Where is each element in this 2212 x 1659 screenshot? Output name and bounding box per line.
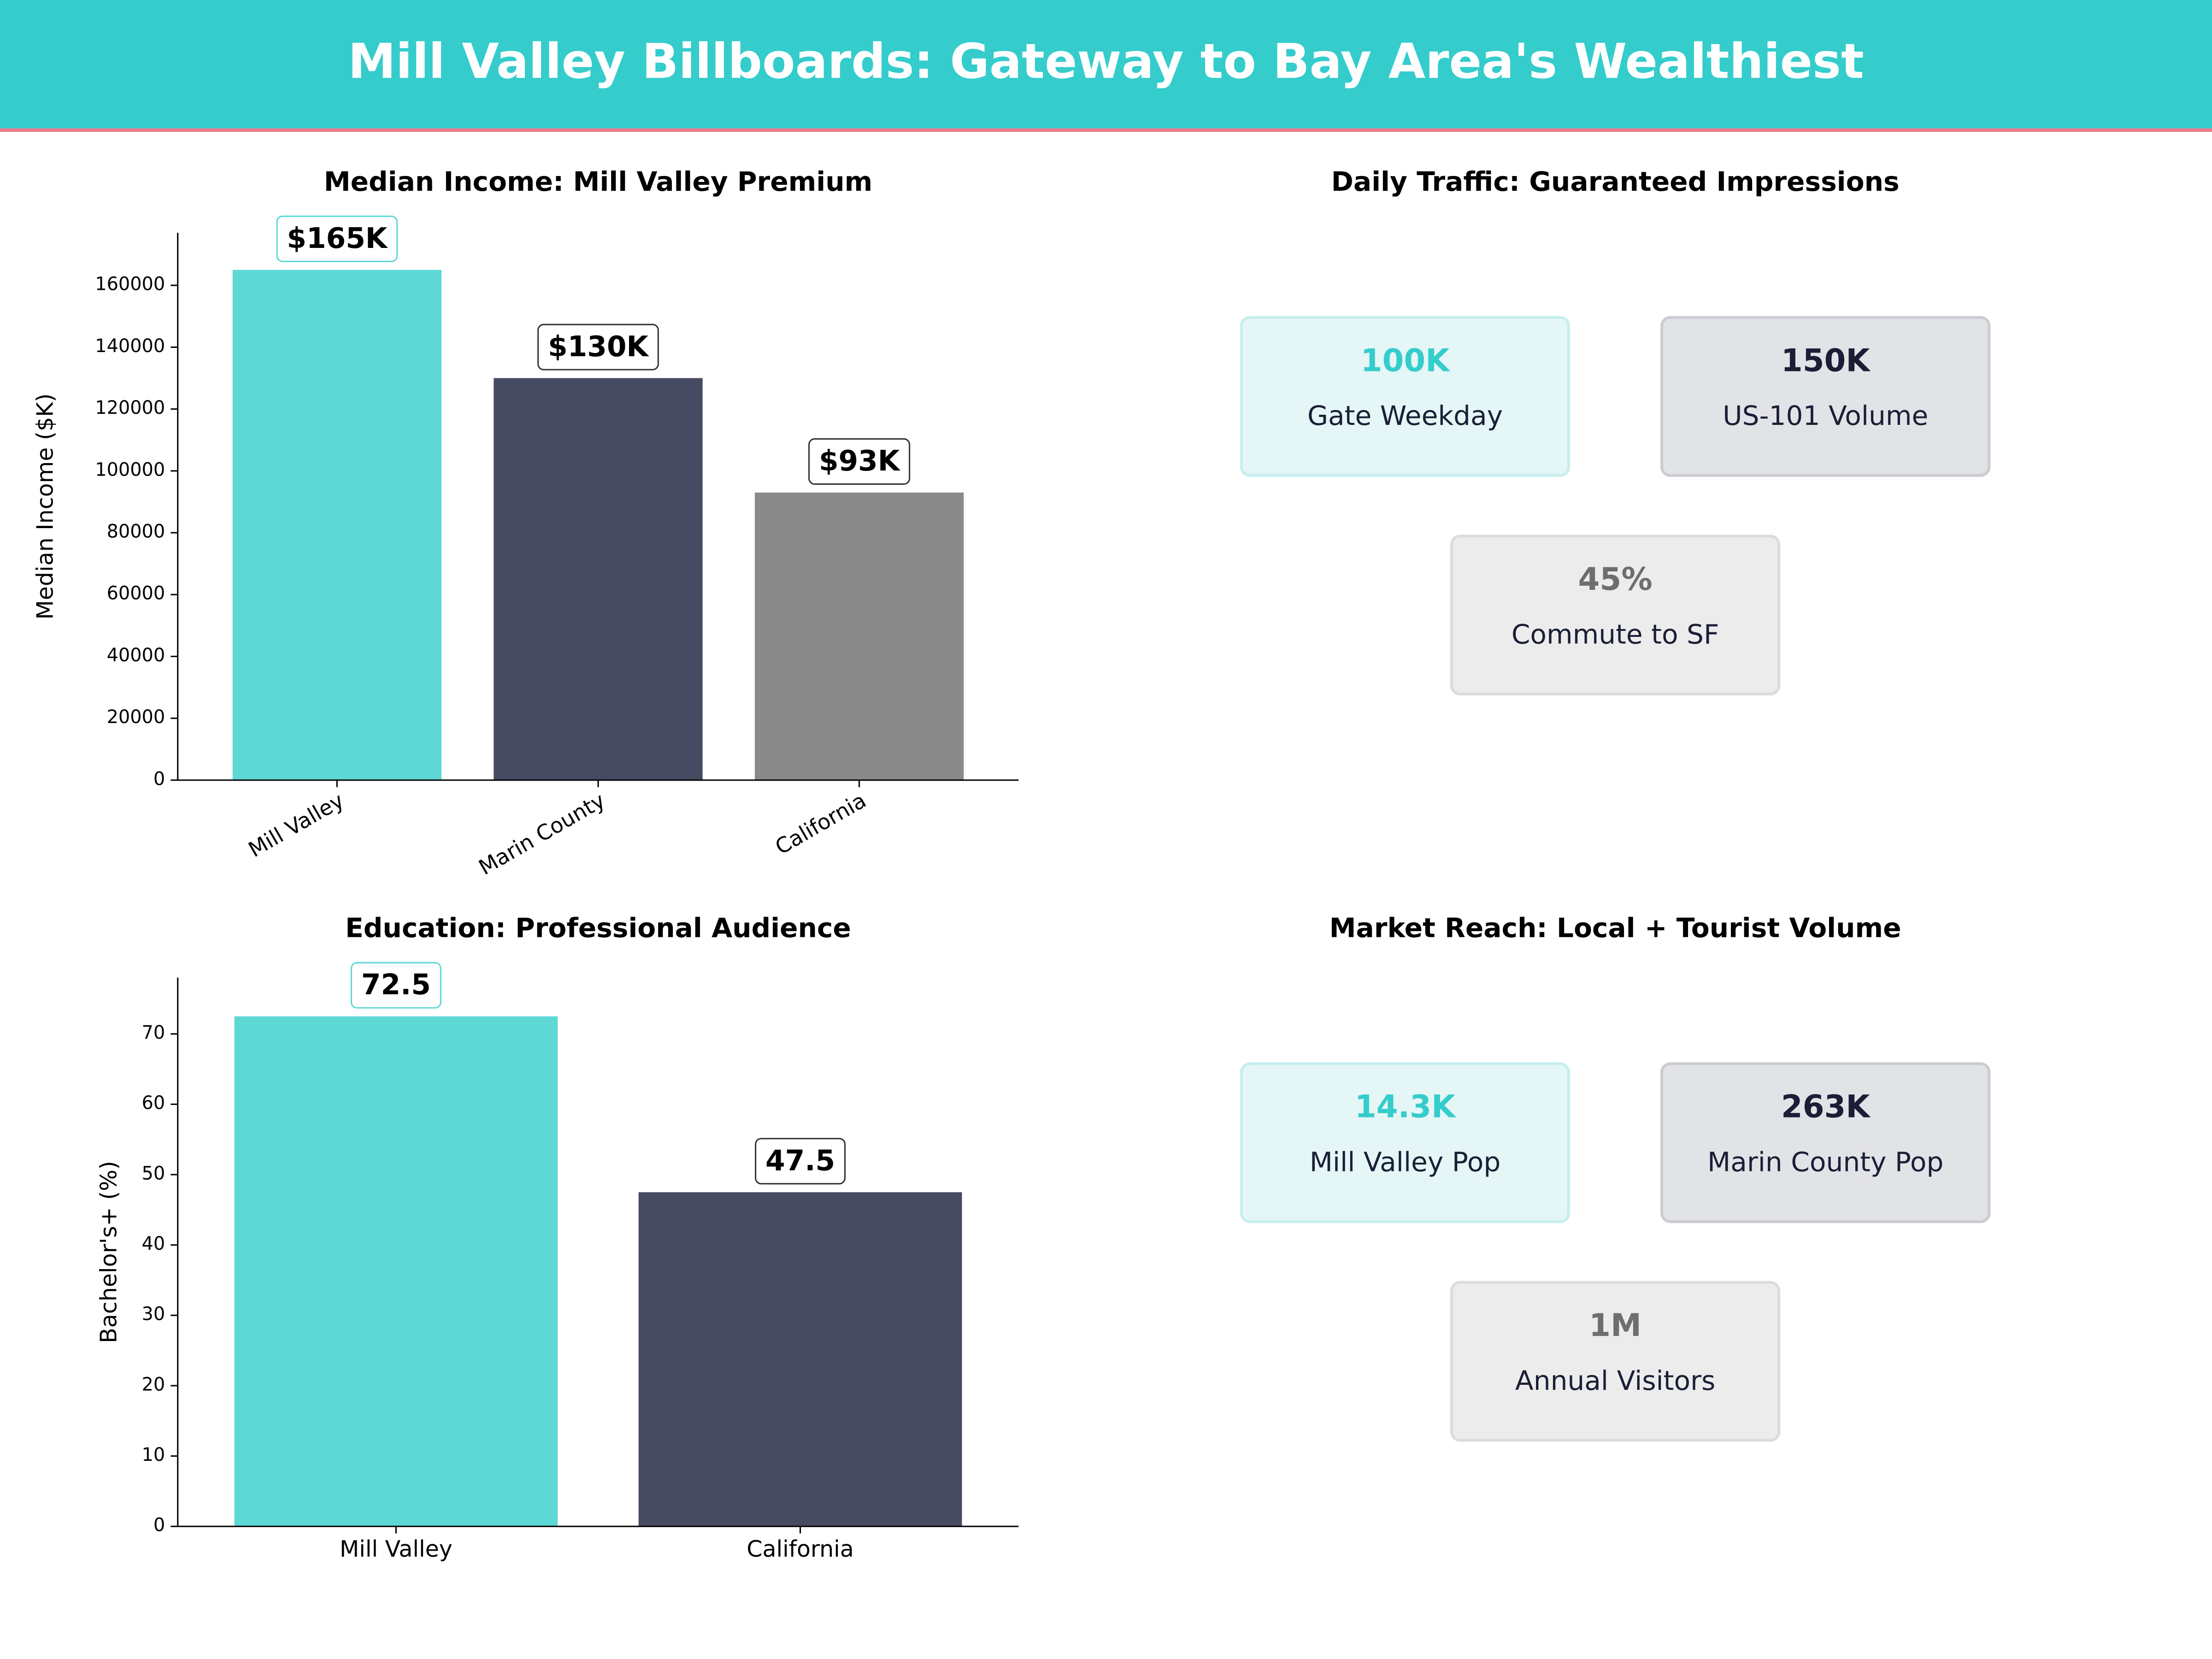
- y-tick-label: 100000: [95, 459, 165, 480]
- stat-label: Commute to SF: [1512, 619, 1719, 650]
- stat-card: [1240, 316, 1571, 477]
- value-label-box: [537, 324, 659, 371]
- bar: [234, 1016, 558, 1527]
- page-title: Mill Valley Billboards: Gateway to Bay A…: [348, 33, 1864, 89]
- stat-value: 150K: [1781, 342, 1871, 378]
- y-tick-label: 10: [142, 1444, 165, 1465]
- y-tick-label: 60000: [107, 583, 165, 604]
- y-tick-label: 50: [142, 1163, 165, 1184]
- y-axis-label: Bachelor's+ (%): [95, 1161, 122, 1343]
- y-tick-label: 20: [142, 1374, 165, 1395]
- value-label: $165K: [287, 222, 388, 255]
- bar: [638, 1192, 962, 1527]
- value-label: 47.5: [765, 1144, 835, 1177]
- stat-value: 1M: [1589, 1307, 1641, 1343]
- x-tick-label: Marin County: [474, 788, 609, 880]
- panel-title: Market Reach: Local + Tourist Volume: [1330, 912, 1901, 943]
- y-tick-label: 80000: [107, 521, 165, 542]
- stat-value: 100K: [1361, 342, 1451, 378]
- stat-label: Gate Weekday: [1307, 400, 1503, 431]
- bar: [494, 378, 703, 780]
- panel-title: Daily Traffic: Guaranteed Impressions: [1331, 166, 1900, 197]
- y-tick-label: 40000: [107, 645, 165, 666]
- value-label-box: [350, 962, 441, 1009]
- header-band: [0, 0, 2212, 129]
- stat-card: [1240, 1062, 1571, 1224]
- stat-card: [1450, 535, 1781, 696]
- value-label-box: [755, 1138, 846, 1185]
- value-label-box: [276, 215, 398, 262]
- panel-title: Education: Professional Audience: [345, 912, 851, 943]
- header-rule: [0, 128, 2212, 132]
- y-tick-label: 70: [142, 1022, 165, 1043]
- bar: [232, 270, 441, 780]
- y-tick-label: 60: [142, 1093, 165, 1114]
- value-label: $93K: [819, 445, 901, 477]
- stat-card: [1660, 316, 1991, 477]
- y-tick-label: 160000: [95, 274, 165, 295]
- stat-value: 263K: [1781, 1088, 1871, 1125]
- stat-card: [1660, 1062, 1991, 1224]
- bar: [754, 492, 964, 780]
- y-tick-label: 30: [142, 1304, 165, 1325]
- x-tick-label: Mill Valley: [244, 788, 348, 862]
- y-axis-label: Median Income ($K): [32, 394, 59, 620]
- y-tick-label: 0: [153, 1515, 165, 1536]
- value-label: $130K: [548, 330, 649, 363]
- x-tick-label: California: [771, 788, 871, 859]
- value-label: 72.5: [361, 969, 431, 1001]
- y-tick-label: 0: [153, 768, 165, 789]
- y-tick-label: 140000: [95, 335, 165, 357]
- value-label-box: [808, 438, 911, 485]
- stat-card: [1450, 1281, 1781, 1442]
- panel-title: Median Income: Mill Valley Premium: [324, 166, 873, 197]
- x-tick-label: Mill Valley: [340, 1536, 453, 1562]
- stat-label: Annual Visitors: [1515, 1365, 1715, 1396]
- stat-label: Mill Valley Pop: [1310, 1147, 1501, 1178]
- stat-label: US-101 Volume: [1723, 400, 1928, 431]
- stat-label: Marin County Pop: [1707, 1147, 1943, 1178]
- x-tick-label: California: [747, 1536, 854, 1562]
- y-tick-label: 40: [142, 1233, 165, 1254]
- y-tick-label: 20000: [107, 706, 165, 728]
- y-tick-label: 120000: [95, 397, 165, 418]
- stat-value: 14.3K: [1355, 1088, 1457, 1125]
- stat-value: 45%: [1578, 561, 1653, 597]
